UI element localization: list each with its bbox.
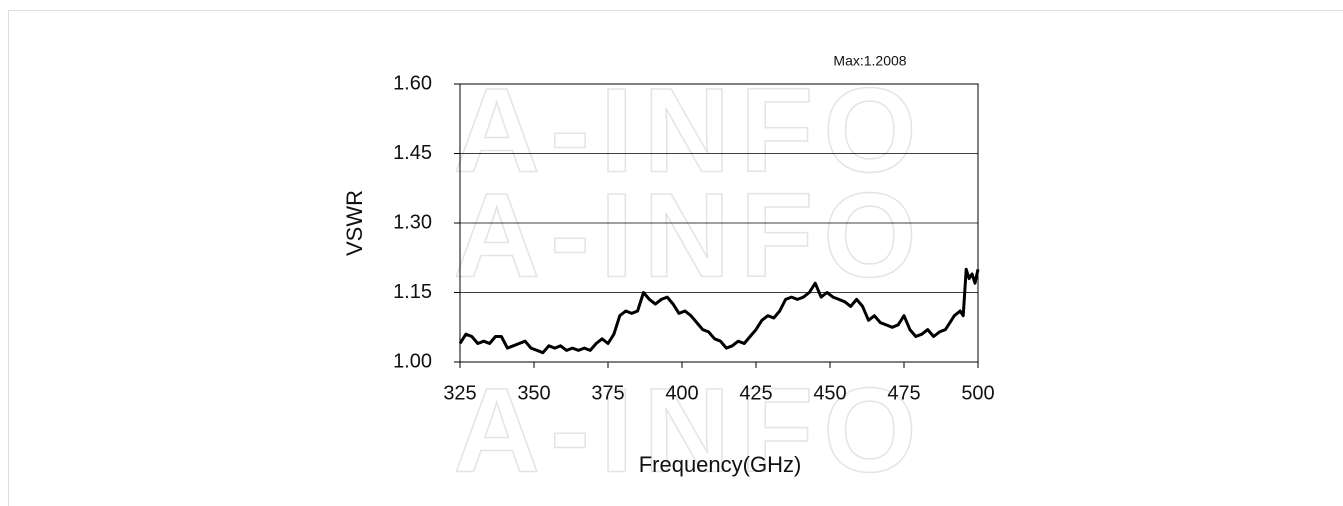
watermark: A-INFO	[453, 169, 926, 303]
line	[458, 267, 980, 355]
y-tick-label: 1.00	[393, 350, 432, 372]
x-tick-label: 475	[887, 382, 920, 404]
plot-area	[459, 83, 979, 363]
y-tick-label: 1.45	[393, 142, 432, 164]
y-axis-label: VSWR	[342, 190, 367, 256]
x-axis-label: Frequency(GHz)	[639, 452, 802, 477]
y-tick-label: 1.15	[393, 281, 432, 303]
watermark: A-INFO	[453, 364, 926, 498]
watermark: A-INFO	[453, 64, 926, 198]
x-tick-label: 375	[591, 382, 624, 404]
x-tick-label: 400	[665, 382, 698, 404]
x-tick-label: 425	[739, 382, 772, 404]
y-tick-label: 1.30	[393, 211, 432, 233]
annotation: Max:1.2008	[833, 53, 906, 69]
x-tick-label: 450	[813, 382, 846, 404]
x-tick-label: 500	[961, 382, 994, 404]
y-tick-label: 1.60	[393, 72, 432, 94]
frame	[8, 10, 1343, 506]
x-tick-label: 350	[517, 382, 550, 404]
x-tick-label: 325	[443, 382, 476, 404]
